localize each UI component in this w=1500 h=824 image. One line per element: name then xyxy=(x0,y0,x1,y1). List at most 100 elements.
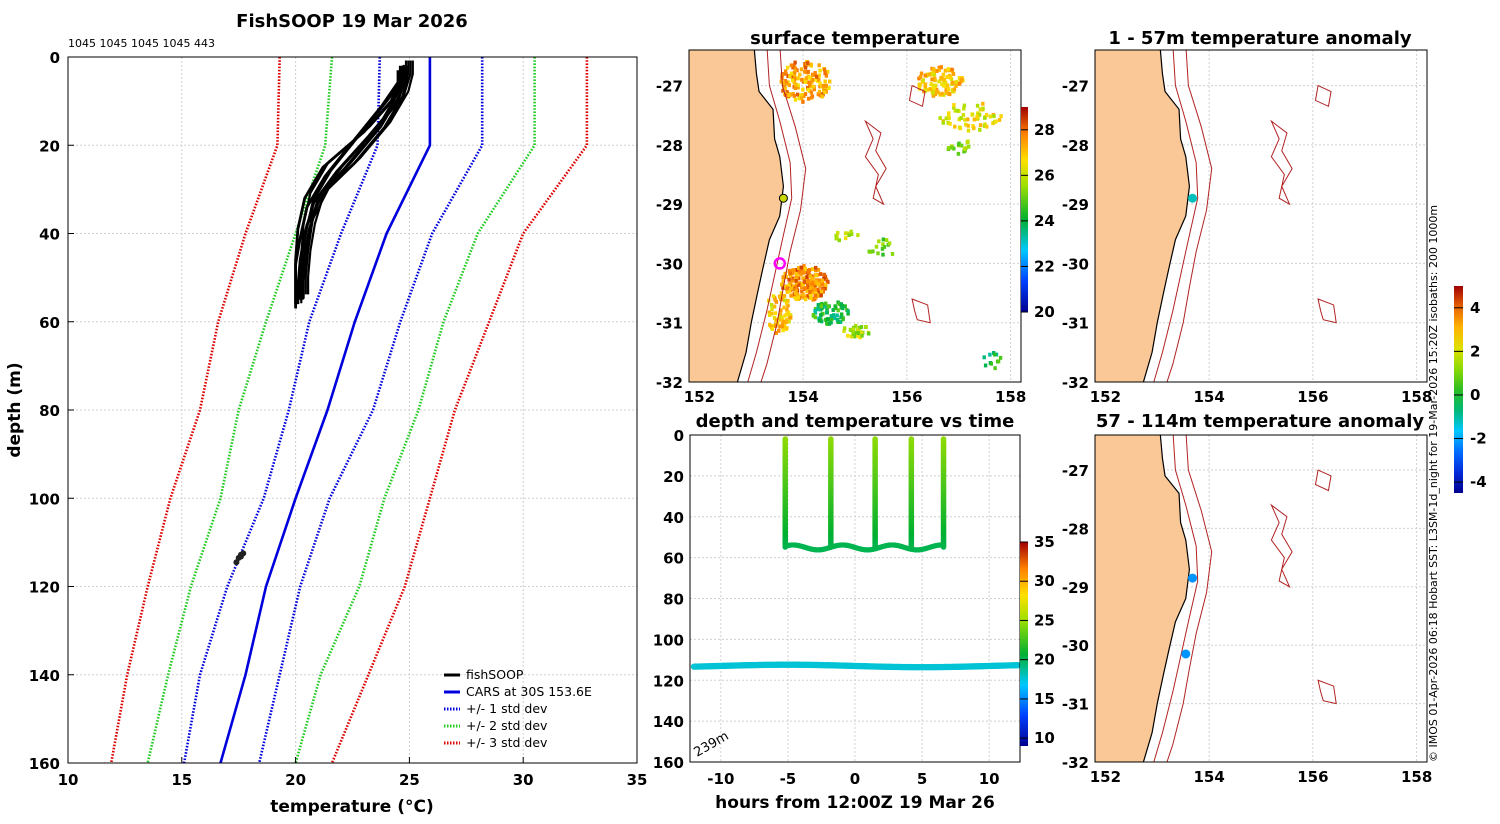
sst-pixel xyxy=(833,304,837,309)
sst-pixel xyxy=(975,103,980,108)
sst-pixel xyxy=(796,83,800,88)
sst-pixel xyxy=(792,71,797,75)
sst-pixel xyxy=(938,92,942,97)
sst-pixel xyxy=(805,289,809,293)
sst-pixel xyxy=(800,77,804,82)
profile-xtick-label: 30 xyxy=(513,771,534,789)
sst-pixel xyxy=(797,276,801,281)
legend-fishsoop: fishSOOP xyxy=(466,667,524,682)
sst-pixel xyxy=(983,116,987,120)
sst-pixel xyxy=(794,268,799,272)
sst-pixel xyxy=(881,242,885,247)
sst-pixel xyxy=(963,117,967,122)
anomaly-upper-anomaly-point xyxy=(1188,193,1198,203)
sst-pixel xyxy=(817,316,821,321)
depthtime-ytick-label: 80 xyxy=(663,591,684,609)
sst-pixel xyxy=(943,68,948,73)
sst-pixel xyxy=(794,82,798,87)
anomaly-lower-ytick-label: -30 xyxy=(1062,637,1089,655)
sst-pixel xyxy=(783,81,788,86)
anomaly-lower-ticks: 152 154 156 158 -27 -28 -29 -30 -31 -32 xyxy=(1062,462,1432,786)
sst-pixel xyxy=(821,311,825,316)
anomaly-lower-xtick-label: 156 xyxy=(1297,768,1328,786)
depthtime-cast-point xyxy=(908,544,915,550)
sst-pixel xyxy=(791,276,795,281)
sst-pixel xyxy=(975,114,979,119)
sst-pixel xyxy=(921,78,925,83)
sst-pixel xyxy=(860,333,864,338)
sst-pixel xyxy=(799,67,804,72)
sst-pixel xyxy=(832,316,837,321)
anomaly-lower-xtick-label: 152 xyxy=(1090,768,1121,786)
profile-ytick-label: 160 xyxy=(29,755,60,773)
sst-pixel xyxy=(853,334,857,339)
sst-pixel xyxy=(952,103,956,107)
legend-std1: +/- 1 std dev xyxy=(466,701,548,716)
sst-pixel xyxy=(846,311,850,316)
anomaly-lower-ytick-label: -27 xyxy=(1062,462,1089,480)
sst-pixel xyxy=(803,266,807,271)
sst-pixel xyxy=(810,77,815,82)
sst-pixel xyxy=(781,80,785,85)
sst-pixel xyxy=(789,280,793,285)
depthtime-colorbar-tick-label: 25 xyxy=(1034,611,1055,629)
sst-pixel xyxy=(945,83,950,88)
sst-pixel xyxy=(988,352,992,357)
sst-pixel xyxy=(788,313,792,317)
sst-pixel xyxy=(818,84,822,89)
sst-pixel xyxy=(941,120,945,125)
sst-pixel xyxy=(839,315,843,320)
sst-pixel xyxy=(929,72,933,76)
sst-pixel xyxy=(812,87,816,92)
sst-pixel xyxy=(939,75,943,80)
sst-pixel xyxy=(787,319,791,324)
sst-pixel xyxy=(890,252,895,256)
depthtime-colorbar-tick-label: 35 xyxy=(1034,533,1055,551)
sst-pixel xyxy=(817,63,821,68)
sst-pixel xyxy=(881,237,885,242)
sst-pixel xyxy=(819,304,824,309)
anomaly-upper-land xyxy=(1095,50,1191,382)
anomaly-upper-ticks: 152 154 156 158 -27 -28 -29 -30 -31 -32 xyxy=(1062,78,1432,406)
sst-pixel xyxy=(919,71,924,76)
sst-pixel xyxy=(819,272,823,276)
sst-pixel xyxy=(846,309,850,314)
profile-ytick-label: 60 xyxy=(39,314,60,332)
sst-pixel xyxy=(864,325,868,329)
depthtime-colorbar-tick-label: 10 xyxy=(1034,729,1055,747)
sst-pixel xyxy=(939,65,943,70)
sst-pixel xyxy=(822,67,827,72)
sst-pixel xyxy=(796,92,800,97)
sst-pixel xyxy=(809,278,813,283)
std2-plus-line xyxy=(294,57,536,763)
sst-pixel xyxy=(793,60,797,65)
sst-title: surface temperature xyxy=(750,28,960,49)
sst-pixel xyxy=(856,333,860,338)
sst-pixel xyxy=(819,313,823,317)
sst-content xyxy=(689,50,1003,382)
sst-pixel xyxy=(825,322,830,326)
sst-pixel xyxy=(942,77,947,82)
sst-pixel xyxy=(802,264,806,268)
depthtime-ytick-label: 120 xyxy=(653,672,684,690)
sst-pixel xyxy=(946,113,951,118)
sst-pixel xyxy=(929,82,933,87)
sst-colorbar xyxy=(1021,107,1028,312)
sst-pixel xyxy=(956,151,961,156)
sst-pixel xyxy=(781,279,785,284)
sst-pixel xyxy=(824,301,828,306)
sst-pixel xyxy=(952,105,956,110)
depthtime-cast-point xyxy=(872,544,878,550)
sst-pixel xyxy=(807,75,812,80)
anomaly-upper-panel: 1 - 57m temperature anomaly 152 154 156 158… xyxy=(1062,28,1432,406)
sst-pixel xyxy=(843,304,847,309)
sst-pixel xyxy=(784,275,788,279)
sst-pixel xyxy=(944,80,948,85)
anomaly-colorbar-tick-label: -4 xyxy=(1470,473,1487,491)
sst-pixel xyxy=(923,82,928,87)
sst-pixel xyxy=(782,324,787,328)
sst-pixel xyxy=(786,303,790,308)
sst-pixel xyxy=(810,79,814,84)
sst-pixel xyxy=(796,283,801,287)
